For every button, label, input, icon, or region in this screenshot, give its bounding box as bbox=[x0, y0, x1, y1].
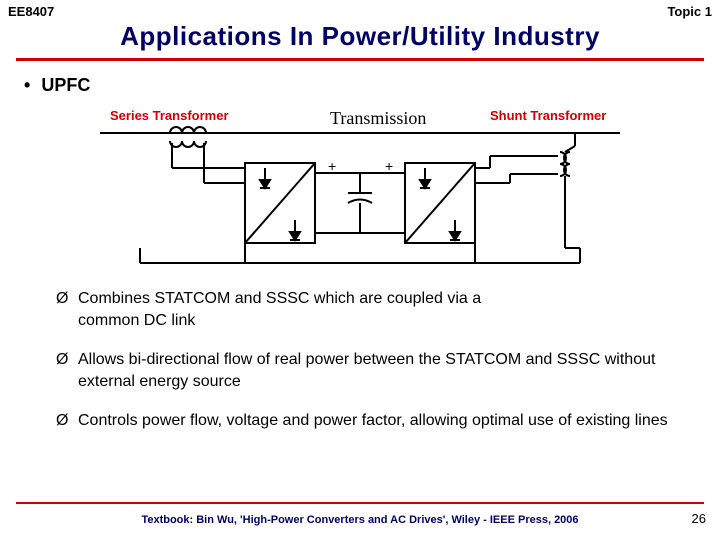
bullet-list: Ø Combines STATCOM and SSSC which are co… bbox=[0, 288, 720, 432]
shunt-transformer-label: Shunt Transformer bbox=[490, 108, 606, 123]
upfc-circuit-svg: + + bbox=[80, 108, 640, 278]
svg-text:+: + bbox=[385, 158, 393, 174]
bullet-text: Combines STATCOM and SSSC which are coup… bbox=[78, 288, 508, 331]
section-heading: • UPFC bbox=[0, 61, 720, 104]
list-item: Ø Controls power flow, voltage and power… bbox=[56, 410, 672, 432]
bullet-arrow-icon: Ø bbox=[56, 288, 78, 331]
bullet-text: Controls power flow, voltage and power f… bbox=[78, 410, 668, 432]
bullet-arrow-icon: Ø bbox=[56, 349, 78, 392]
header-row: EE8407 Topic 1 bbox=[0, 0, 720, 19]
list-item: Ø Combines STATCOM and SSSC which are co… bbox=[56, 288, 672, 331]
course-code: EE8407 bbox=[8, 4, 54, 19]
section-heading-text: UPFC bbox=[41, 75, 90, 95]
bullet-dot: • bbox=[24, 75, 30, 95]
topic-number: Topic 1 bbox=[667, 4, 712, 19]
svg-text:+: + bbox=[328, 158, 336, 174]
transmission-label: Transmission bbox=[330, 108, 426, 129]
series-transformer-label: Series Transformer bbox=[110, 108, 229, 123]
bullet-arrow-icon: Ø bbox=[56, 410, 78, 432]
upfc-diagram: Series Transformer Transmission Shunt Tr… bbox=[80, 108, 640, 278]
page-number: 26 bbox=[692, 511, 706, 526]
footer-divider bbox=[16, 502, 704, 504]
list-item: Ø Allows bi-directional flow of real pow… bbox=[56, 349, 672, 392]
bullet-text: Allows bi-directional flow of real power… bbox=[78, 349, 672, 392]
footer-citation: Textbook: Bin Wu, 'High-Power Converters… bbox=[0, 514, 720, 526]
page-title: Applications In Power/Utility Industry bbox=[0, 19, 720, 58]
